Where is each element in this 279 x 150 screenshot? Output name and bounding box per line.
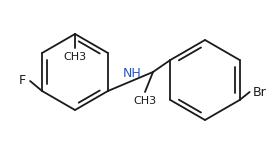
Text: Br: Br: [253, 85, 266, 99]
Text: NH: NH: [123, 67, 142, 80]
Text: CH3: CH3: [63, 52, 86, 62]
Text: CH3: CH3: [133, 96, 157, 106]
Text: F: F: [19, 75, 26, 87]
